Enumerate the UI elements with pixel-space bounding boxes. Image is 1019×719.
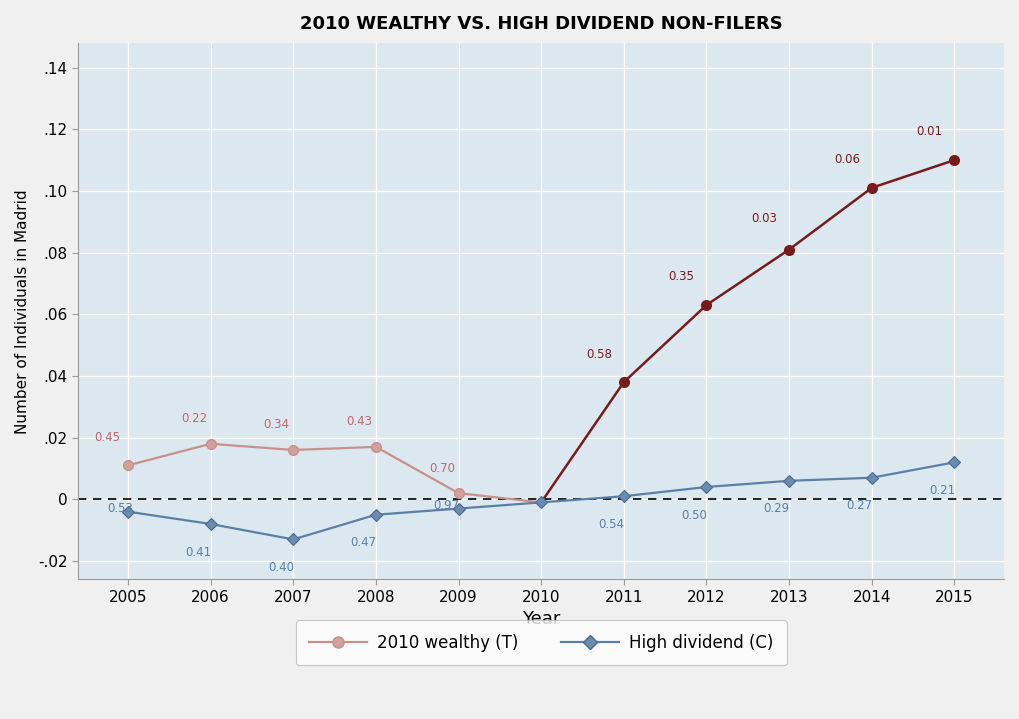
Text: 0.29: 0.29 xyxy=(763,503,790,516)
Text: 0.03: 0.03 xyxy=(751,212,777,225)
Text: 0.70: 0.70 xyxy=(429,462,455,475)
Text: 0.40: 0.40 xyxy=(268,561,293,574)
Text: 0.50: 0.50 xyxy=(681,508,707,521)
Text: 0.06: 0.06 xyxy=(834,153,860,166)
Text: 0.47: 0.47 xyxy=(351,536,377,549)
Text: 0.97: 0.97 xyxy=(433,499,460,513)
Text: 0.54: 0.54 xyxy=(598,518,625,531)
Legend: 2010 wealthy (T), High dividend (C): 2010 wealthy (T), High dividend (C) xyxy=(296,620,787,665)
Title: 2010 WEALTHY VS. HIGH DIVIDEND NON-FILERS: 2010 WEALTHY VS. HIGH DIVIDEND NON-FILER… xyxy=(300,15,783,33)
Text: 0.27: 0.27 xyxy=(847,499,872,513)
Text: 0.22: 0.22 xyxy=(181,412,207,426)
Text: 0.35: 0.35 xyxy=(668,270,695,283)
Text: 0.01: 0.01 xyxy=(917,126,943,139)
Text: 0.53: 0.53 xyxy=(107,503,132,516)
Text: 0.43: 0.43 xyxy=(346,416,372,429)
Text: 0.34: 0.34 xyxy=(264,418,289,431)
Text: 0.58: 0.58 xyxy=(586,347,612,360)
X-axis label: Year: Year xyxy=(522,610,560,628)
Y-axis label: Number of Individuals in Madrid: Number of Individuals in Madrid xyxy=(15,189,30,434)
Text: 0.41: 0.41 xyxy=(185,546,211,559)
Text: 0.21: 0.21 xyxy=(929,484,955,497)
Text: 0.45: 0.45 xyxy=(95,431,120,444)
